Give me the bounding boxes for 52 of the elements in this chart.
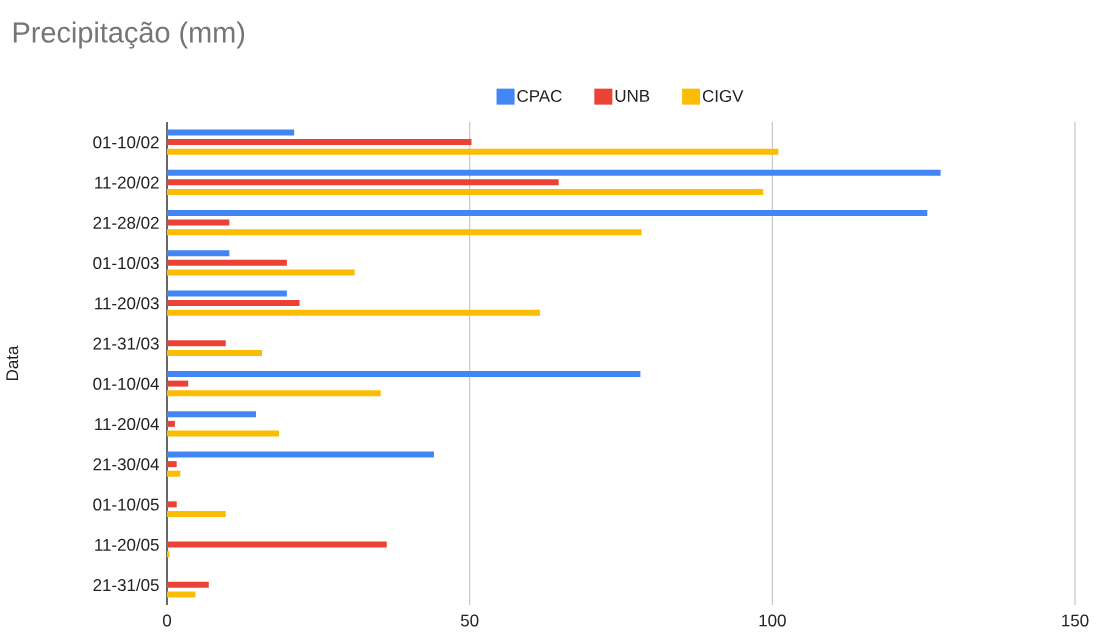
bar: [167, 259, 287, 266]
x-tick-label: 100: [759, 614, 786, 627]
bar: [167, 541, 387, 548]
bar: [167, 349, 263, 356]
x-tick-label: 0: [162, 614, 172, 627]
bar: [167, 510, 226, 517]
bar: [167, 340, 226, 347]
bar: [167, 210, 928, 217]
bar: [167, 250, 230, 257]
y-tick-label: 11-20/02: [95, 176, 159, 189]
bar: [167, 169, 941, 176]
bar: [167, 290, 287, 297]
bar: [167, 581, 209, 588]
bar: [167, 380, 189, 387]
bar: [167, 139, 472, 146]
bar: [167, 501, 177, 508]
y-tick-label: 01-10/04: [93, 377, 159, 390]
bar: [167, 300, 300, 307]
bar: [167, 179, 559, 186]
y-tick-label: 11-20/05: [95, 538, 159, 551]
y-tick-label: 01-10/03: [93, 256, 159, 270]
y-tick-label: 21-31/05: [93, 578, 159, 592]
bar: [167, 390, 381, 397]
bar: [167, 309, 540, 316]
bar: [167, 219, 230, 226]
bar: [167, 148, 779, 155]
bar: [167, 461, 177, 468]
bar: [167, 229, 642, 236]
legend-label: UNB: [615, 90, 650, 102]
y-tick-label: 21-30/04: [93, 457, 159, 471]
chart-title: Precipitação (mm): [13, 21, 245, 49]
legend-label: CPAC: [517, 89, 562, 102]
legend-label: CIGV: [702, 89, 744, 102]
x-tick-label: 150: [1062, 614, 1089, 627]
y-tick-label: 01-10/02: [93, 135, 159, 149]
bar: [167, 129, 295, 136]
x-tick-label: 50: [460, 614, 479, 627]
y-axis-title: Data: [6, 345, 19, 380]
bar: [167, 420, 175, 427]
bar: [167, 269, 355, 276]
y-tick-label: 01-10/05: [93, 498, 159, 511]
bar: [167, 188, 764, 195]
y-tick-label: 11-20/03: [95, 296, 159, 310]
bar: [167, 470, 181, 477]
bar: [167, 371, 641, 378]
bar: [167, 411, 256, 418]
y-tick-label: 21-31/03: [93, 337, 159, 350]
y-tick-label: 11-20/04: [95, 417, 159, 431]
bar: [167, 430, 279, 437]
bar: [167, 451, 434, 458]
y-tick-label: 21-28/02: [93, 216, 159, 229]
bar: [167, 591, 196, 598]
